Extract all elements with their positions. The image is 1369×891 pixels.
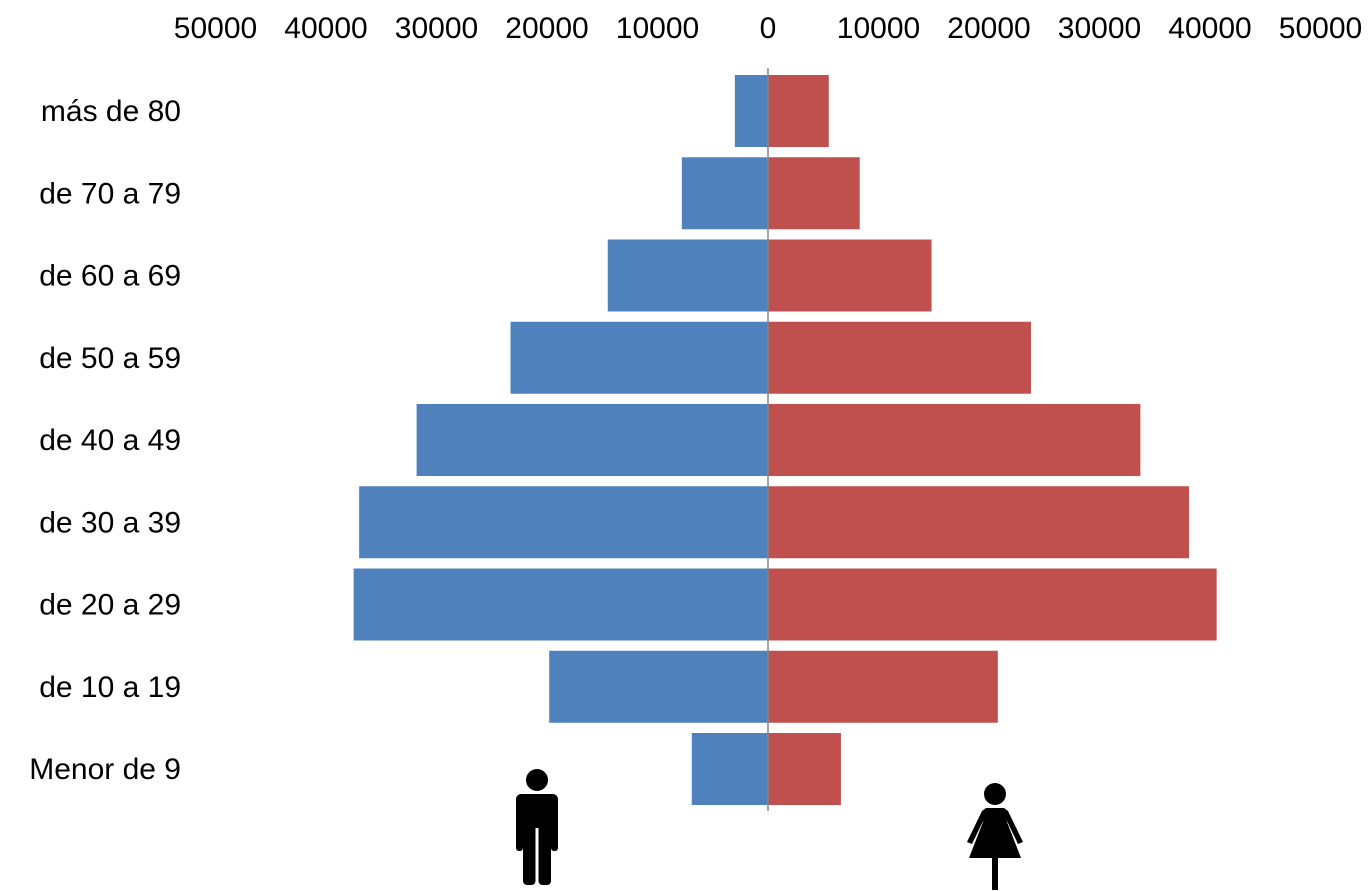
- male-bar: [510, 321, 768, 394]
- woman-icon: [967, 783, 1023, 890]
- male-bar: [359, 486, 768, 559]
- x-tick-label: 30000: [395, 12, 478, 45]
- category-label: de 10 a 19: [39, 671, 181, 704]
- bars: [353, 75, 1217, 805]
- category-label: de 40 a 49: [39, 424, 181, 457]
- male-bar: [353, 568, 768, 641]
- x-tick-label: 40000: [284, 12, 367, 45]
- category-label: de 20 a 29: [39, 589, 181, 622]
- category-label: Menor de 9: [29, 753, 181, 786]
- category-label: de 50 a 59: [39, 342, 181, 375]
- male-bar: [734, 75, 768, 147]
- male-bar: [607, 239, 768, 312]
- x-tick-label: 10000: [616, 12, 699, 45]
- female-bar: [768, 486, 1190, 559]
- category-label: más de 80: [41, 95, 181, 128]
- female-bar: [768, 239, 932, 312]
- category-label: de 30 a 39: [39, 506, 181, 539]
- male-bar: [681, 157, 768, 230]
- x-tick-label: 20000: [947, 12, 1030, 45]
- category-labels: más de 80 de 70 a 79 de 60 a 69 de 50 a 59 d…: [29, 95, 181, 786]
- female-bar: [768, 75, 829, 147]
- x-tick-label: 40000: [1168, 12, 1251, 45]
- male-bar: [416, 404, 768, 476]
- x-tick-label: 50000: [1279, 12, 1362, 45]
- x-tick-label: 10000: [837, 12, 920, 45]
- x-tick-label: 30000: [1058, 12, 1141, 45]
- x-tick-label: 20000: [505, 12, 588, 45]
- female-bar: [768, 568, 1217, 641]
- category-label: de 60 a 69: [39, 260, 181, 293]
- female-bar: [768, 404, 1141, 476]
- x-tick-label: 50000: [174, 12, 257, 45]
- male-bar: [549, 650, 768, 723]
- female-bar: [768, 321, 1031, 394]
- x-tick-label: 0: [760, 12, 777, 45]
- female-bar: [768, 650, 998, 723]
- man-icon: [516, 769, 558, 885]
- female-bar: [768, 157, 860, 230]
- category-label: de 70 a 79: [39, 177, 181, 210]
- male-bar: [691, 733, 768, 805]
- x-axis-ticks: 50000 40000 30000 20000 10000 0 10000 20000 3000…: [174, 12, 1362, 45]
- female-bar: [768, 733, 841, 805]
